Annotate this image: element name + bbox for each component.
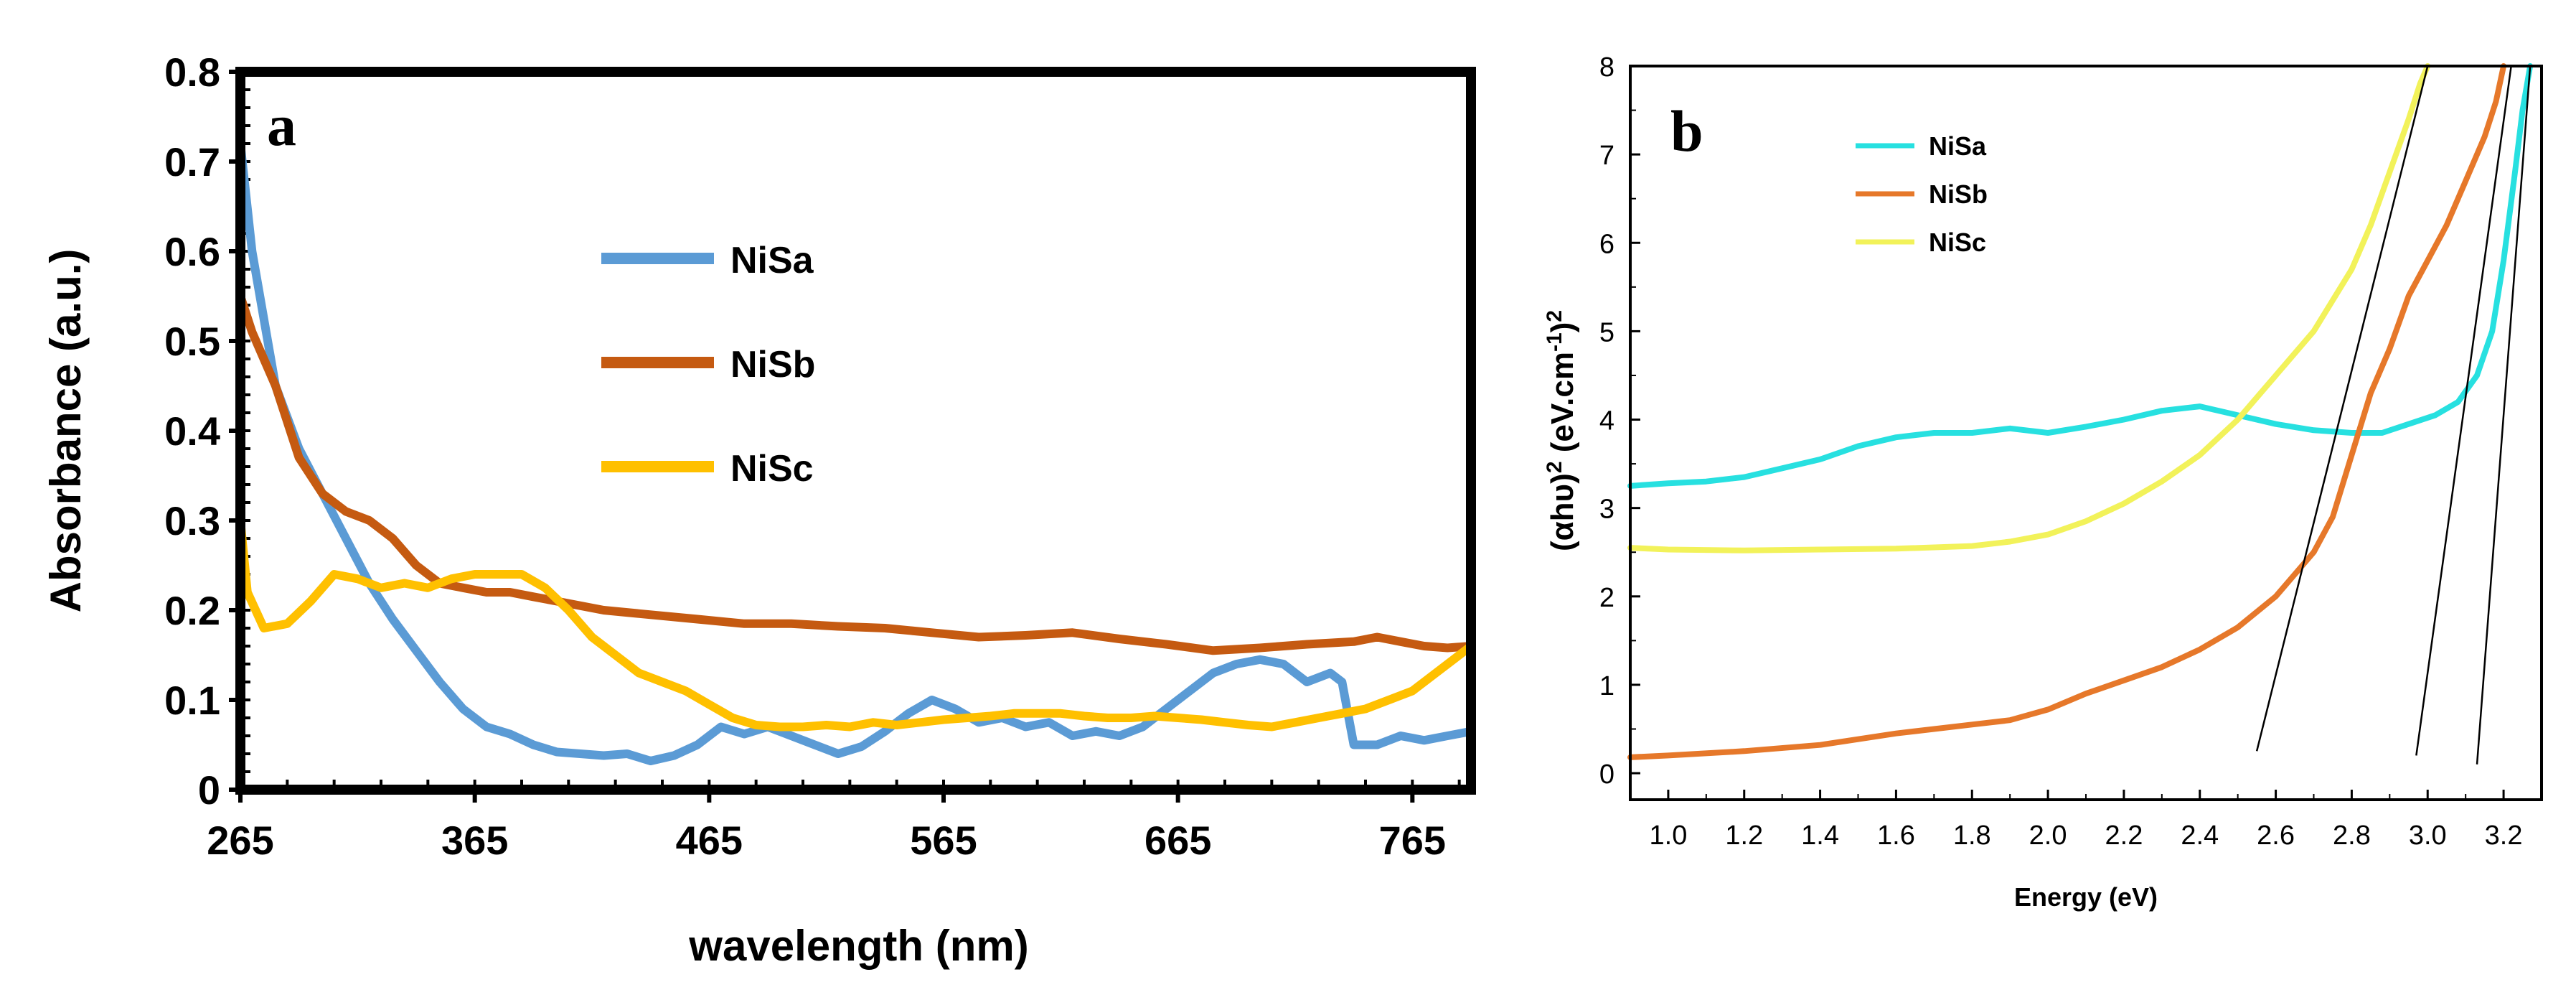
panel-b-series-line-nisb [1627,63,2507,760]
ylabel-part-sup3: 2 [1543,310,1566,322]
panel-b-x-tick-label: 1.2 [1725,821,1763,851]
legend-label-nisb-b: NiSb [1929,179,1988,209]
panel-b-tangent-lines [2255,65,2532,765]
panel-b-y-tick-label: 5 [1599,317,1614,347]
panel-a-series-line-nisb [236,291,1475,655]
legend-label-nisa-b: NiSa [1929,131,1987,161]
panel-a-x-tick-label: 765 [1379,818,1446,863]
panel-a-y-tick-label: 0.5 [164,319,220,364]
panel-a-y-tick-label: 0.4 [164,408,220,454]
ylabel-part-sup2: -1 [1543,332,1566,352]
panel-a-x-tick-label: 665 [1144,818,1211,863]
panel-b-series-line-nisa [1627,63,2534,489]
panel-a-y-axis-label: Absorbance (a.u.) [42,249,90,613]
panel-b-x-tick-label: 1.6 [1877,821,1915,851]
panel-a-y-tick-label: 0.3 [164,498,220,543]
ylabel-part-units: (eV.cm [1545,352,1580,461]
panel-b-x-tick-label: 2.2 [2105,821,2143,851]
panel-b-y-tick-label: 3 [1599,495,1614,525]
panel-b-plot-frame [1629,65,2543,801]
panel-a-label: a [267,93,296,158]
panel-b-x-tick-label: 2.0 [2029,821,2067,851]
panel-b-y-tick-label: 4 [1599,406,1614,436]
panel-b-x-tick-label: 2.6 [2257,821,2295,851]
ylabel-part-close: ) [1545,322,1580,333]
panel-a-y-tick-label: 0.1 [164,678,220,723]
panel-a-x-tick-label: 365 [441,818,508,863]
panel-a-y-ticks: 0 0.1 0.2 0.3 0.4 0.5 0.6 0.7 0.8 [164,50,240,813]
panel-a-y-tick-label: 0 [198,767,220,813]
panel-b-x-ticks: 1.0 1.2 1.4 1.6 1.8 2.0 2.2 2.4 2.6 2.8 3.0 3.2 [1650,790,2523,851]
legend-label-nisa: NiSa [730,240,814,281]
panel-a-series-line-nisc [236,516,1475,732]
panel-b-x-tick-label: 1.4 [1801,821,1839,851]
panel-b-y-tick-label: 6 [1599,229,1614,259]
panel-b-y-tick-label: 0 [1599,760,1614,790]
legend-label-nisc-b: NiSc [1929,228,1986,257]
panel-b-x-tick-label: 2.8 [2333,821,2371,851]
panel-b-y-tick-label: 8 [1599,52,1614,83]
ylabel-part-base: (αhυ) [1545,473,1580,551]
ylabel-part-sup1: 2 [1543,461,1566,473]
panel-a-y-tick-label: 0.2 [164,588,220,633]
panel-a-y-tick-label: 0.6 [164,229,220,274]
panel-a-y-tick-label: 0.8 [164,50,220,95]
panel-b-y-tick-label: 1 [1599,671,1614,701]
panel-a-x-tick-label: 265 [207,818,273,863]
panel-b-x-axis-label: Energy (eV) [2014,882,2158,912]
legend-label-nisc: NiSc [730,448,814,490]
panel-b-x-tick-label: 3.2 [2485,821,2523,851]
panel-b-x-tick-label: 1.8 [1953,821,1991,851]
panel-b-tangent-line-2 [2476,65,2532,765]
panel-b-chart: 0 1 2 3 4 5 6 7 8 1.0 1.2 1.4 1.6 1.8 2.0 2.2 2.4 2.6 2.8… [1543,52,2543,912]
panel-a-x-ticks: 265 365 465 565 665 765 [207,790,1446,863]
panel-b-legend: NiSa NiSb NiSc [1856,131,1988,257]
panel-b-x-tick-label: 1.0 [1650,821,1688,851]
panel-b-y-axis-label: (αhυ)2 (eV.cm-1)2 [1543,310,1580,551]
panel-a-legend: NiSa NiSb NiSc [601,240,815,490]
panel-a-series-line-nisa [236,139,1475,765]
panel-a-x-tick-label: 465 [676,818,743,863]
legend-label-nisb: NiSb [730,344,815,385]
panel-a-y-tick-label: 0.7 [164,139,220,184]
panel-a-x-axis-label: wavelength (nm) [688,922,1028,970]
panel-b-x-tick-label: 3.0 [2409,821,2447,851]
panel-a-chart: 0 0.1 0.2 0.3 0.4 0.5 0.6 0.7 0.8 265 365 465 565 66… [42,50,1476,970]
panel-b-series [1627,63,2534,760]
panel-b-tangent-line-1 [2415,65,2512,756]
panel-a-x-tick-label: 565 [910,818,977,863]
panel-b-y-tick-label: 7 [1599,141,1614,171]
panel-b-y-tick-label: 2 [1599,583,1614,613]
panel-b-tangent-line-0 [2255,65,2429,752]
panel-b-series-line-nisc [1627,63,2431,553]
panel-a-plot-frame [235,67,1476,795]
panel-a-series [236,139,1475,765]
panel-b-x-tick-label: 2.4 [2181,821,2219,851]
panel-b-label: b [1670,98,1703,164]
